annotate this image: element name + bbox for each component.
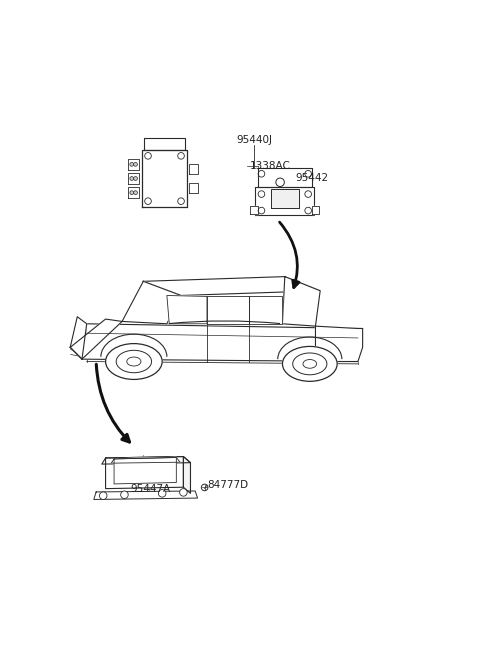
- Polygon shape: [122, 281, 181, 324]
- Polygon shape: [111, 457, 180, 463]
- Ellipse shape: [116, 350, 152, 373]
- Polygon shape: [271, 189, 299, 208]
- Circle shape: [158, 489, 166, 497]
- Polygon shape: [82, 324, 362, 361]
- Text: 95442: 95442: [296, 173, 329, 183]
- Polygon shape: [128, 159, 139, 170]
- Polygon shape: [315, 326, 362, 361]
- Polygon shape: [189, 183, 198, 193]
- Polygon shape: [282, 277, 320, 326]
- Polygon shape: [144, 277, 320, 296]
- Ellipse shape: [127, 357, 141, 366]
- Circle shape: [133, 177, 137, 181]
- Polygon shape: [144, 139, 185, 150]
- Polygon shape: [255, 187, 314, 215]
- Polygon shape: [70, 317, 87, 359]
- Circle shape: [133, 162, 137, 166]
- Polygon shape: [70, 319, 122, 359]
- Circle shape: [133, 191, 137, 194]
- Circle shape: [130, 191, 133, 194]
- Text: 1338AC: 1338AC: [250, 161, 290, 171]
- Polygon shape: [258, 168, 312, 187]
- Polygon shape: [102, 457, 191, 464]
- Polygon shape: [250, 296, 282, 324]
- Polygon shape: [207, 296, 250, 324]
- Polygon shape: [183, 457, 191, 493]
- Polygon shape: [114, 457, 176, 484]
- Text: 95447A: 95447A: [130, 484, 170, 494]
- Circle shape: [99, 492, 107, 499]
- Polygon shape: [167, 296, 207, 324]
- Text: 95440J: 95440J: [236, 135, 272, 145]
- Text: 84777D: 84777D: [207, 480, 248, 490]
- Circle shape: [130, 162, 133, 166]
- Polygon shape: [128, 187, 139, 198]
- Ellipse shape: [282, 346, 337, 381]
- Polygon shape: [250, 206, 258, 214]
- Polygon shape: [106, 457, 183, 489]
- Polygon shape: [312, 206, 320, 214]
- Polygon shape: [189, 164, 198, 174]
- Circle shape: [120, 491, 128, 499]
- Ellipse shape: [293, 353, 327, 374]
- Polygon shape: [128, 173, 139, 184]
- Ellipse shape: [303, 359, 317, 368]
- Polygon shape: [142, 150, 187, 207]
- Circle shape: [130, 177, 133, 181]
- Ellipse shape: [106, 344, 162, 380]
- Circle shape: [180, 489, 187, 496]
- Polygon shape: [94, 491, 198, 499]
